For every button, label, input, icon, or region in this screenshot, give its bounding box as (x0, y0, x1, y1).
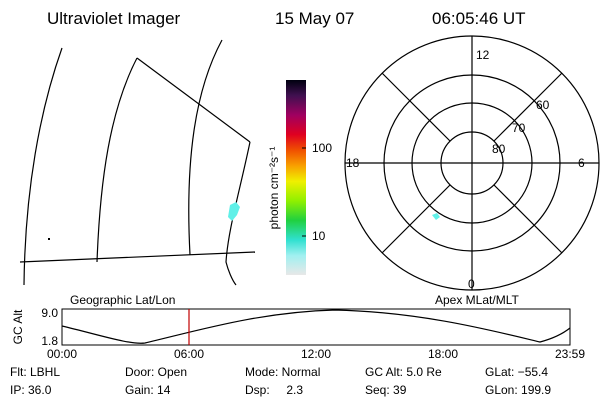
info: GLon: 199.9 (485, 383, 551, 397)
info: Seq: 39 (365, 383, 407, 397)
geographic-map (19, 39, 256, 286)
info: Flt: LBHL (10, 365, 60, 379)
y-axis-title: GC Alt (11, 309, 25, 344)
polar-label: 18 (346, 156, 360, 170)
y-label: 1.8 (41, 334, 58, 348)
polar-grid (344, 35, 600, 291)
altitude-frame (61, 308, 571, 346)
x-label: 00:00 (47, 347, 77, 361)
info: GC Alt: 5.0 Re (365, 365, 442, 379)
altitude-curve (61, 309, 571, 344)
info: Dsp: 2.3 (245, 383, 303, 397)
title: Ultraviolet Imager (47, 9, 181, 28)
plot-label: Apex MLat/MLT (435, 293, 519, 307)
info: IP: 36.0 (10, 383, 52, 397)
colorbar-tick-label: 100 (312, 141, 332, 155)
ring-label: 60 (536, 98, 550, 112)
x-label: 18:00 (428, 347, 458, 361)
date: 15 May 07 (275, 9, 354, 28)
colorbar (286, 80, 306, 275)
plot-label: Geographic Lat/Lon (70, 293, 175, 307)
ring-label: 70 (512, 121, 526, 135)
x-label: 06:00 (174, 347, 204, 361)
polar-label: 12 (476, 48, 490, 62)
info: Gain: 14 (125, 383, 171, 397)
polar-label: 6 (578, 156, 585, 170)
colorbar-tick-label: 10 (312, 229, 326, 243)
info: Door: Open (125, 365, 187, 379)
time: 06:05:46 UT (432, 9, 526, 28)
y-label: 9.0 (41, 306, 58, 320)
info: GLat: −55.4 (485, 365, 548, 379)
x-label: 12:00 (301, 347, 331, 361)
ring-label: 80 (492, 142, 506, 156)
polar-label: 0 (468, 277, 475, 291)
colorbar-label: photon cm⁻²s⁻¹ (267, 147, 281, 230)
x-label: 23:59 (555, 347, 585, 361)
info: Mode: Normal (245, 365, 320, 379)
